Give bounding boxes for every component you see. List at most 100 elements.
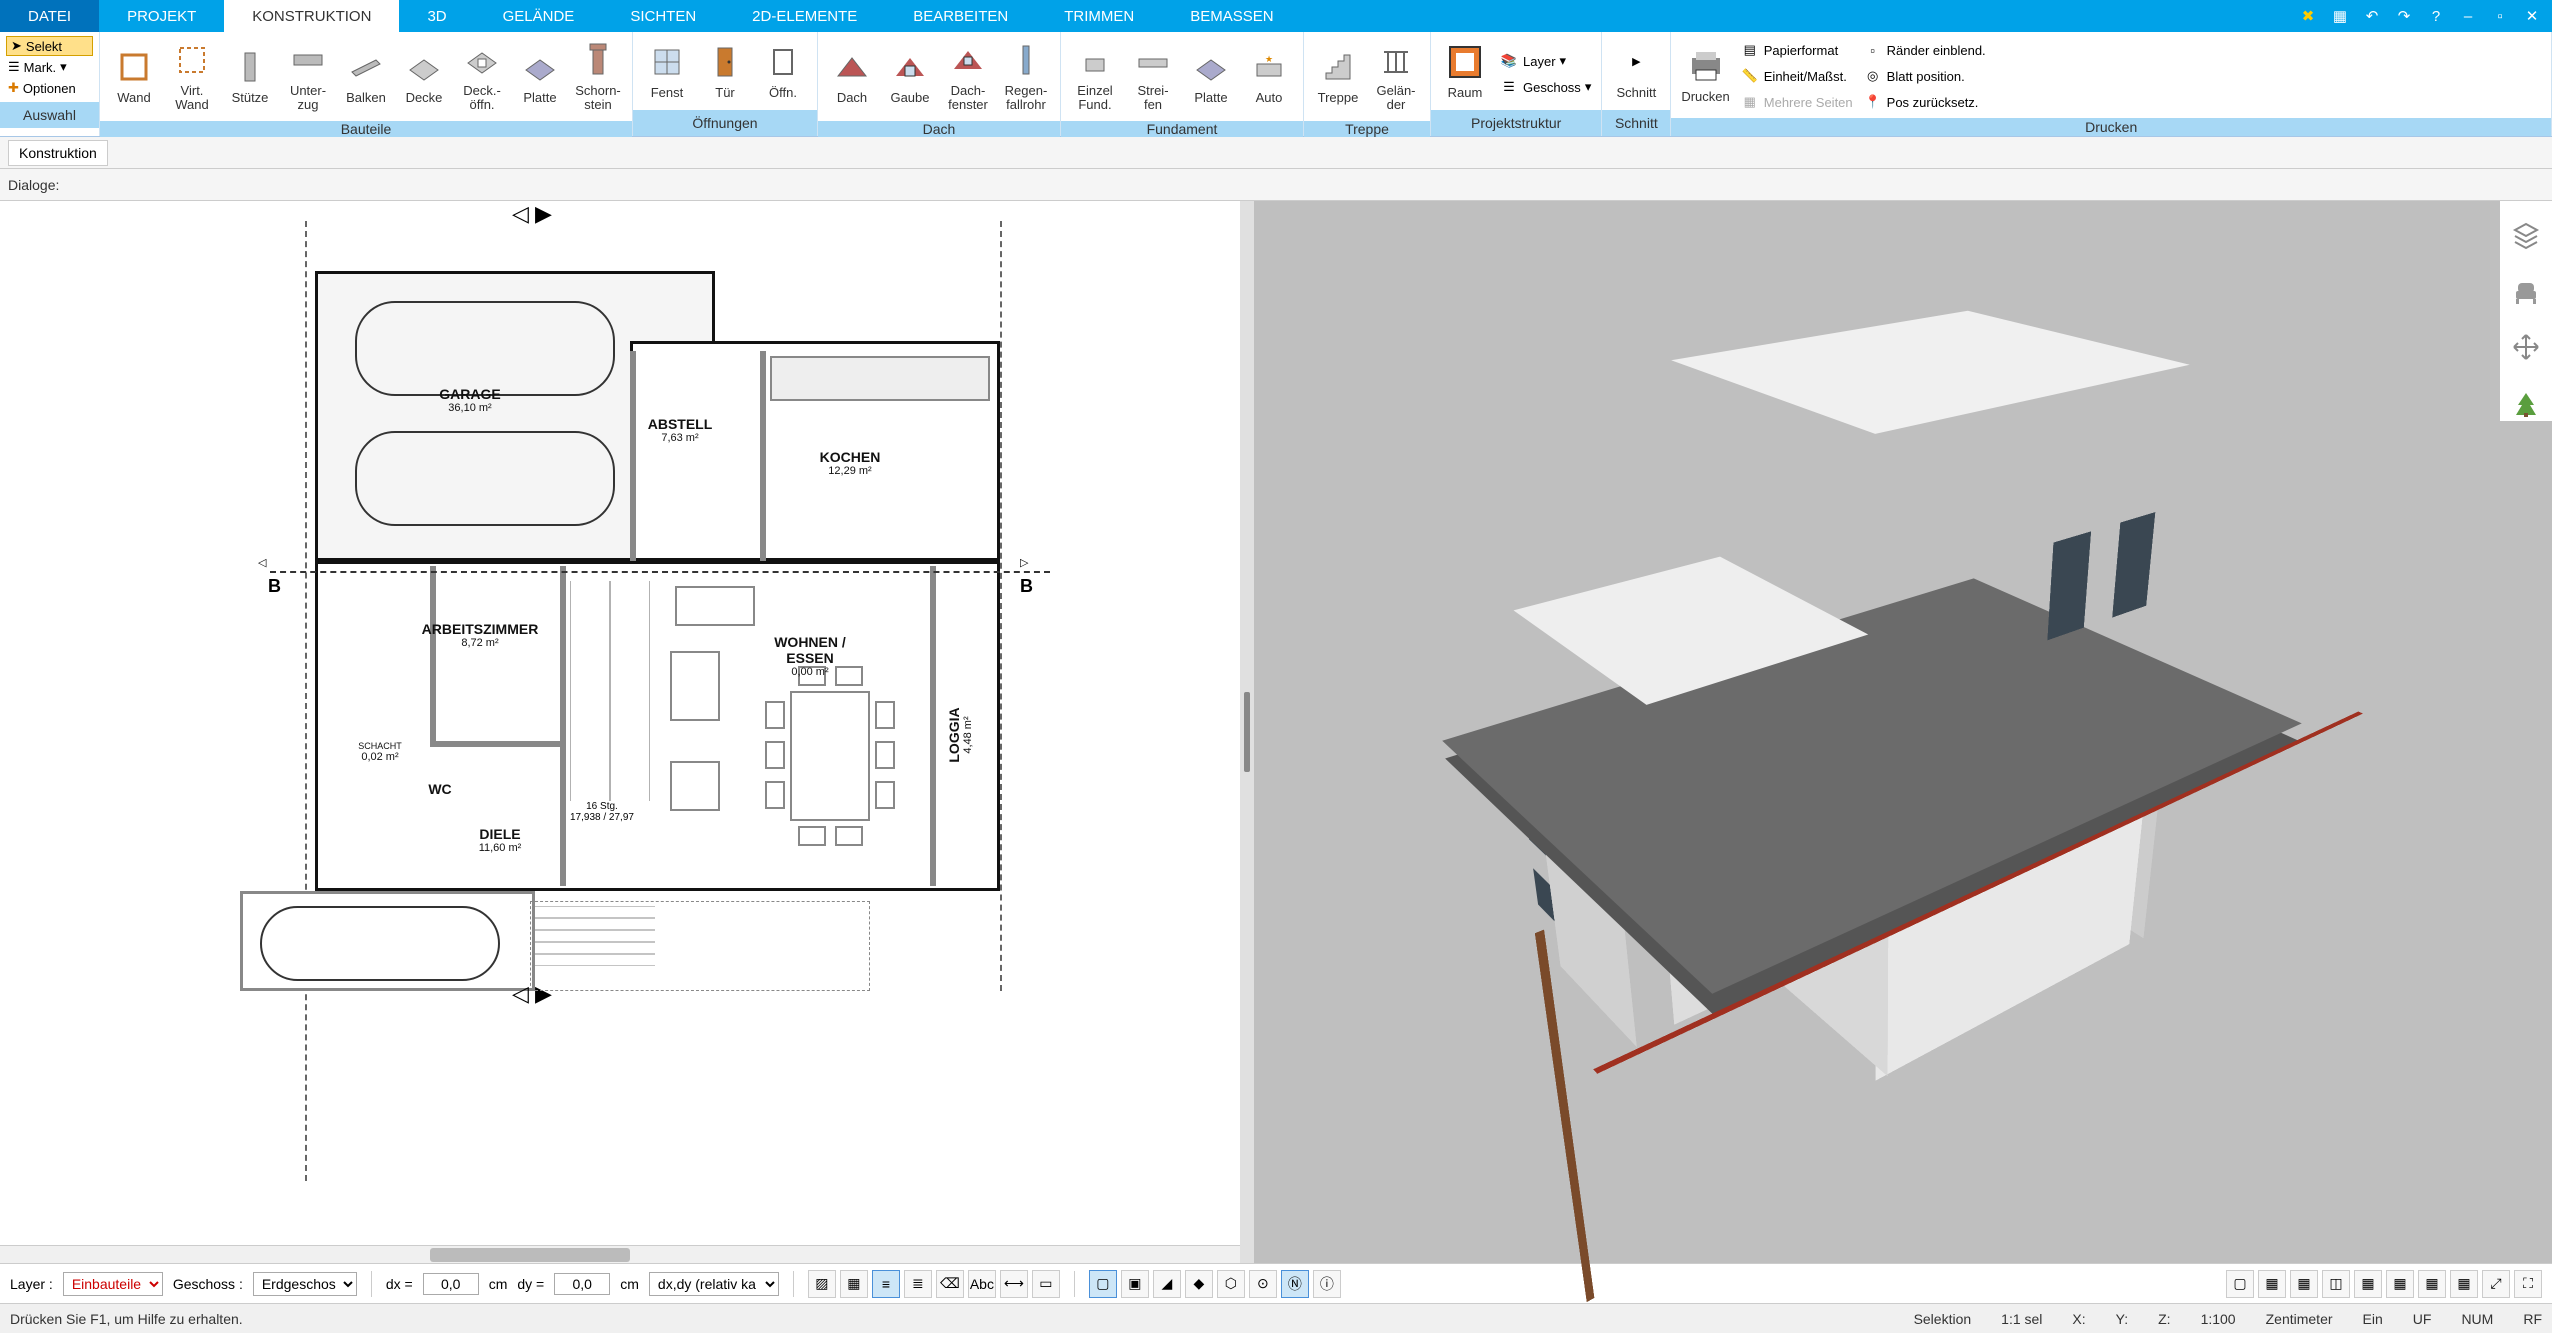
toolbar-icon[interactable]: ▦ [2418,1270,2446,1298]
regen-fallrohr-button[interactable]: Regen-fallrohr [998,36,1054,117]
help-icon[interactable]: ? [2424,4,2448,28]
floorplan-pane[interactable]: B B ◁ ▷ ◁ ▶ ◁ ▶ GARAGE36,10 m²ABSTELL7,6… [0,201,1240,1263]
pos-reset-button[interactable]: 📍Pos zurücksetz. [1859,90,1990,114]
furniture-icon[interactable] [2508,273,2544,309]
selekt-button[interactable]: ➤ Selekt [6,36,93,56]
menu-tab-trimmen[interactable]: TRIMMEN [1036,0,1162,32]
virt-wand-icon [172,40,212,80]
chevron-down-icon: ▾ [1585,79,1592,95]
menu-tab-projekt[interactable]: PROJEKT [99,0,224,32]
coord-mode-select[interactable]: dx,dy (relativ ka [649,1272,779,1296]
hscroll-thumb[interactable] [430,1248,630,1262]
virt-wand-button[interactable]: Virt.Wand [164,36,220,117]
unter-zug-button[interactable]: Unter-zug [280,36,336,117]
wand-button[interactable]: Wand [106,43,162,109]
platte-button[interactable]: Platte [512,43,568,109]
strei-fen-button[interactable]: Strei-fen [1125,36,1181,117]
toolbar-icon[interactable]: Abc [968,1270,996,1298]
menu-tab-2d[interactable]: 2D-ELEMENTE [724,0,885,32]
toolbar-icon[interactable]: ≣ [904,1270,932,1298]
optionen-button[interactable]: ✚ Optionen [6,78,93,98]
layer-dropdown[interactable]: 📚Layer▾ [1495,49,1595,73]
gaube-button[interactable]: Gaube [882,43,938,109]
move-icon[interactable] [2508,329,2544,365]
pane-splitter[interactable] [1240,201,1254,1263]
tree-icon[interactable] [2508,385,2544,421]
t-r-button[interactable]: Tür [697,38,753,104]
toolbar-icon[interactable]: ▦ [2386,1270,2414,1298]
toolbar-icon[interactable]: ▦ [2258,1270,2286,1298]
layers-icon[interactable] [2508,217,2544,253]
toolbar-icon[interactable]: ⬡ [1217,1270,1245,1298]
toolbar-icon[interactable]: ▢ [2226,1270,2254,1298]
tool-redo-icon[interactable]: ↷ [2392,4,2416,28]
dach-fenster-button[interactable]: Dach-fenster [940,36,996,117]
schorn-stein-button[interactable]: Schorn-stein [570,36,626,117]
dach-button[interactable]: Dach [824,43,880,109]
papierformat-button[interactable]: ▤Papierformat [1736,38,1857,62]
blatt-pos-button[interactable]: ◎Blatt position. [1859,64,1990,88]
toolbar-icon[interactable]: ⓘ [1313,1270,1341,1298]
close-icon[interactable]: ✕ [2520,4,2544,28]
toolbar-icon[interactable]: ◢ [1153,1270,1181,1298]
toolbar-icon[interactable]: ≡ [872,1270,900,1298]
toolbar-icon[interactable]: ⤢ [2482,1270,2510,1298]
minimize-icon[interactable]: – [2456,4,2480,28]
konstruktion-tab-button[interactable]: Konstruktion [8,140,108,166]
menu-tab-bearbeiten[interactable]: BEARBEITEN [885,0,1036,32]
toolbar-icon[interactable]: ▨ [808,1270,836,1298]
deck-ffn--button[interactable]: Deck.-öffn. [454,36,510,117]
menu-tab-sichten[interactable]: SICHTEN [602,0,724,32]
toolbar-icon[interactable]: ◆ [1185,1270,1213,1298]
schnitt-button[interactable]: ▶ Schnitt [1608,38,1664,104]
toolbar-icon[interactable]: ▭ [1032,1270,1060,1298]
toolbar-icon[interactable]: ⛶ [2514,1270,2542,1298]
view3d-pane[interactable] [1254,201,2552,1263]
drucken-button[interactable]: Drucken [1677,42,1733,108]
treppe-button[interactable]: Treppe [1310,43,1366,109]
geschoss-dropdown[interactable]: ☰Geschoss▾ [1495,75,1595,99]
toolbar-icon[interactable]: ▢ [1089,1270,1117,1298]
mark-button[interactable]: ☰ Mark. ▾ [6,57,93,77]
tool-wrench-icon[interactable]: ✖ [2296,4,2320,28]
platte-button[interactable]: Platte [1183,43,1239,109]
mehrere-seiten-button[interactable]: ▦Mehrere Seiten [1736,90,1857,114]
toolbar-icon[interactable]: ▦ [2290,1270,2318,1298]
-ffn--button[interactable]: Öffn. [755,38,811,104]
raum-button[interactable]: Raum [1437,38,1493,104]
toolbar-icon[interactable]: ▦ [840,1270,868,1298]
geschoss-select[interactable]: Erdgeschos [253,1272,357,1296]
bottombar: Layer : Einbauteile Geschoss : Erdgescho… [0,1263,2552,1303]
menu-tab-konstruktion[interactable]: KONSTRUKTION [224,0,399,32]
balken-button[interactable]: Balken [338,43,394,109]
toolbar-icon[interactable]: ▣ [1121,1270,1149,1298]
toolbar-icon[interactable]: ▦ [2354,1270,2382,1298]
right-toolbar [2500,201,2552,421]
einheit-button[interactable]: 📏Einheit/Maßst. [1736,64,1857,88]
menu-tab-datei[interactable]: DATEI [0,0,99,32]
tool-undo-icon[interactable]: ↶ [2360,4,2384,28]
decke-button[interactable]: Decke [396,43,452,109]
auto-button[interactable]: ★Auto [1241,43,1297,109]
tool-layout-icon[interactable]: ▦ [2328,4,2352,28]
subbar-dialoge: Dialoge: [0,169,2552,201]
fenst-button[interactable]: Fenst [639,38,695,104]
raender-button[interactable]: ▫Ränder einblend. [1859,38,1990,62]
menu-tab-3d[interactable]: 3D [399,0,474,32]
gel-n-der-button[interactable]: Gelän-der [1368,36,1424,117]
toolbar-icon[interactable]: ⟷ [1000,1270,1028,1298]
dx-input[interactable] [423,1273,479,1295]
toolbar-icon[interactable]: ⌫ [936,1270,964,1298]
toolbar-icon[interactable]: ⊙ [1249,1270,1277,1298]
layer-select[interactable]: Einbauteile [63,1272,163,1296]
maximize-icon[interactable]: ▫ [2488,4,2512,28]
dy-input[interactable] [554,1273,610,1295]
wand-icon [114,47,154,87]
toolbar-icon[interactable]: ▦ [2450,1270,2478,1298]
einzel-fund--button[interactable]: EinzelFund. [1067,36,1123,117]
st-tze-button[interactable]: Stütze [222,43,278,109]
menu-tab-gelaende[interactable]: GELÄNDE [475,0,603,32]
toolbar-icon[interactable]: Ⓝ [1281,1270,1309,1298]
toolbar-icon[interactable]: ◫ [2322,1270,2350,1298]
menu-tab-bemassen[interactable]: BEMASSEN [1162,0,1301,32]
